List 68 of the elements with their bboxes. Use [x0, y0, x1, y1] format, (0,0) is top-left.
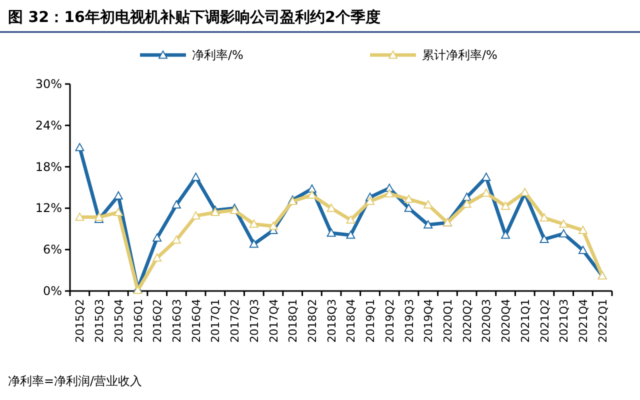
point	[249, 220, 258, 228]
point	[578, 246, 588, 254]
x-tick-label: 2016Q2	[151, 299, 164, 343]
chart-title: 图 32：16年初电视机补贴下调影响公司盈利约2个季度	[8, 8, 380, 26]
point	[346, 230, 356, 239]
x-tick-label: 2015Q3	[93, 299, 106, 343]
point	[578, 226, 588, 234]
x-tick-label: 2017Q2	[228, 299, 242, 343]
x-tick-label: 2015Q2	[74, 299, 87, 343]
point	[462, 200, 472, 208]
x-tick-label: 2020Q4	[500, 299, 513, 343]
point	[210, 208, 220, 216]
point	[114, 208, 123, 216]
point	[172, 200, 181, 208]
x-tick-label: 2017Q3	[248, 299, 261, 343]
x-tick-label: 2019Q1	[364, 299, 378, 343]
y-tick-label: 12%	[35, 201, 62, 216]
point	[540, 213, 549, 222]
legend-label: 累计净利率/%	[422, 48, 498, 62]
y-tick-label: 6%	[42, 242, 62, 257]
point	[249, 240, 258, 248]
point	[75, 142, 84, 152]
x-tick-label: 2018Q4	[344, 299, 358, 343]
x-tick-label: 2017Q4	[267, 299, 280, 343]
x-tick-label: 2016Q4	[190, 299, 203, 343]
point	[384, 189, 394, 198]
x-tick-label: 2022Q1	[596, 299, 610, 343]
x-tick-label: 2019Q2	[383, 299, 396, 343]
x-tick-label: 2021Q4	[576, 299, 590, 343]
x-tick-label: 2016Q1	[132, 299, 145, 343]
y-tick-label: 30%	[35, 77, 62, 91]
point	[152, 233, 162, 242]
y-tick-label: 18%	[35, 160, 62, 174]
point	[114, 191, 123, 200]
point	[404, 194, 414, 203]
point	[366, 196, 375, 205]
point	[482, 172, 491, 181]
x-tick-label: 2015Q4	[112, 299, 126, 343]
y-tick-label: 24%	[35, 118, 62, 132]
x-tick-label: 2021Q2	[538, 299, 552, 343]
point	[559, 220, 568, 228]
point	[152, 253, 162, 262]
point	[501, 202, 510, 210]
x-tick-label: 2018Q1	[286, 299, 300, 343]
point	[191, 211, 200, 220]
point	[268, 222, 278, 230]
x-tick-label: 2020Q3	[480, 299, 494, 343]
x-tick-label: 2017Q1	[209, 299, 222, 343]
point	[326, 228, 336, 237]
x-tick-label: 2021Q3	[558, 299, 571, 343]
point	[462, 192, 472, 201]
x-tick-label: 2018Q2	[306, 299, 319, 343]
x-tick-label: 2020Q1	[441, 299, 454, 343]
point	[191, 172, 200, 181]
point	[346, 215, 356, 224]
x-tick-label: 2016Q3	[170, 299, 184, 343]
point	[424, 220, 433, 228]
legend-label: 净利率/%	[192, 48, 244, 62]
point	[540, 234, 549, 243]
x-tick-label: 2021Q1	[518, 299, 532, 343]
x-tick-label: 2018Q3	[325, 299, 338, 343]
text: 净利率=净利润/营业收入	[8, 374, 142, 388]
y-tick-label: 0%	[42, 284, 62, 298]
point	[75, 212, 84, 221]
point	[501, 230, 510, 239]
x-tick-label: 2019Q4	[422, 299, 436, 343]
x-tick-label: 2020Q2	[460, 299, 474, 343]
x-tick-label: 2019Q3	[402, 299, 416, 343]
